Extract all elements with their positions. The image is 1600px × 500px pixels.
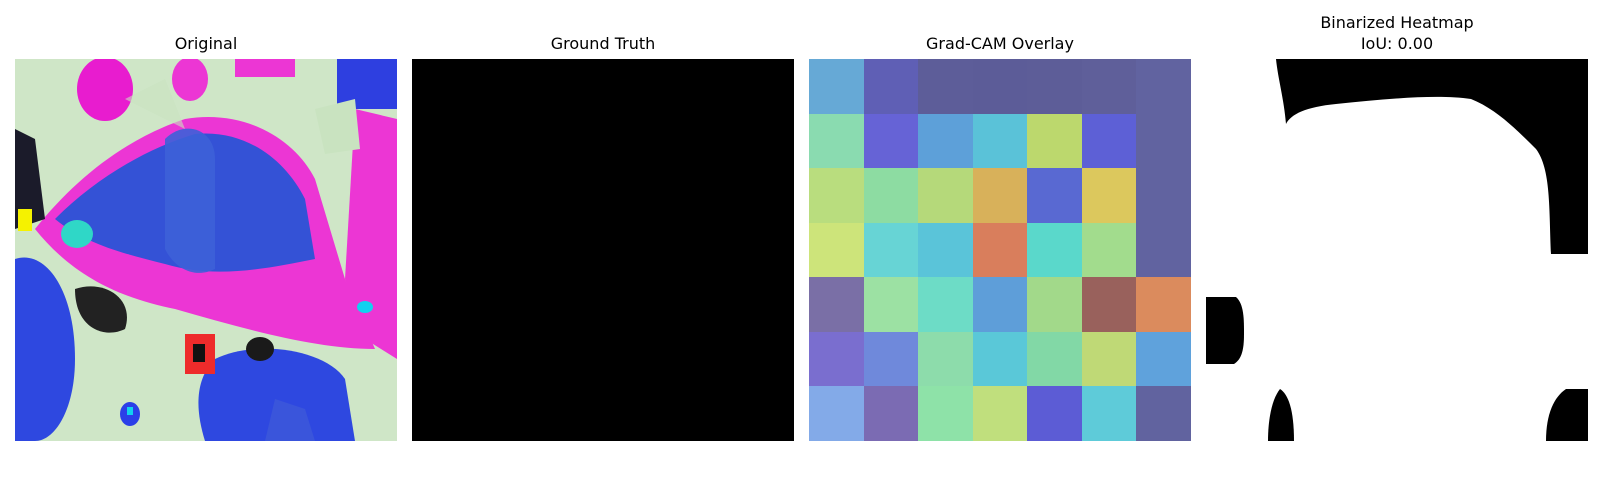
gradcam-cell — [864, 114, 918, 168]
gradcam-cell — [809, 59, 864, 114]
ground-truth-mask — [412, 59, 794, 441]
gradcam-cell — [1136, 332, 1191, 386]
gradcam-cell — [1082, 114, 1136, 168]
gradcam-cell — [1082, 59, 1136, 114]
gradcam-cell — [973, 114, 1027, 168]
gradcam-cell — [973, 168, 1027, 223]
gradcam-cell — [864, 386, 918, 441]
gradcam-cell — [1136, 277, 1191, 332]
binarized-title: Binarized Heatmap — [1320, 13, 1474, 32]
gradcam-cell — [973, 277, 1027, 332]
gradcam-panel: Grad-CAM Overlay — [809, 0, 1191, 500]
gradcam-cell — [918, 59, 973, 114]
original-title: Original — [174, 34, 238, 53]
gradcam-cell — [1082, 386, 1136, 441]
gradcam-title: Grad-CAM Overlay — [926, 34, 1074, 53]
gradcam-cell — [1027, 223, 1082, 277]
gradcam-cell — [1027, 277, 1082, 332]
gradcam-cell — [973, 59, 1027, 114]
gradcam-cell — [1027, 59, 1082, 114]
gradcam-cell — [1136, 59, 1191, 114]
original-panel: Original — [15, 0, 397, 500]
gradcam-cell — [1027, 168, 1082, 223]
gradcam-cell — [918, 332, 973, 386]
gradcam-cell — [1082, 168, 1136, 223]
gradcam-cell — [864, 59, 918, 114]
gradcam-cell — [809, 168, 864, 223]
original-image — [15, 59, 397, 441]
gradcam-overlay-image — [809, 59, 1191, 441]
gradcam-cell — [1136, 223, 1191, 277]
gradcam-cell — [864, 332, 918, 386]
gradcam-cell — [1136, 386, 1191, 441]
gradcam-cell — [1082, 277, 1136, 332]
ground-truth-panel: Ground Truth — [412, 0, 794, 500]
gradcam-cell — [973, 332, 1027, 386]
gradcam-cell — [1027, 332, 1082, 386]
gradcam-cell — [864, 223, 918, 277]
gradcam-cell — [918, 386, 973, 441]
gradcam-cell — [973, 386, 1027, 441]
gradcam-cell — [809, 332, 864, 386]
gradcam-cell — [809, 114, 864, 168]
gradcam-cell — [1027, 114, 1082, 168]
ground-truth-title: Ground Truth — [550, 34, 656, 53]
gradcam-cell — [918, 277, 973, 332]
gradcam-cell — [809, 277, 864, 332]
gradcam-cell — [1082, 223, 1136, 277]
gradcam-cell — [1082, 332, 1136, 386]
gradcam-cell — [1136, 168, 1191, 223]
binarized-heatmap-image — [1206, 59, 1588, 441]
gradcam-cell — [809, 223, 864, 277]
gradcam-cell — [1136, 114, 1191, 168]
gradcam-cell — [864, 277, 918, 332]
gradcam-cell — [973, 223, 1027, 277]
binarized-panel: Binarized Heatmap IoU: 0.00 — [1206, 0, 1588, 500]
gradcam-cell — [1027, 386, 1082, 441]
gradcam-cell — [864, 168, 918, 223]
gradcam-cell — [918, 223, 973, 277]
iou-label: IoU: 0.00 — [1360, 34, 1434, 53]
gradcam-cell — [918, 114, 973, 168]
gradcam-cell — [918, 168, 973, 223]
gradcam-cell — [809, 386, 864, 441]
